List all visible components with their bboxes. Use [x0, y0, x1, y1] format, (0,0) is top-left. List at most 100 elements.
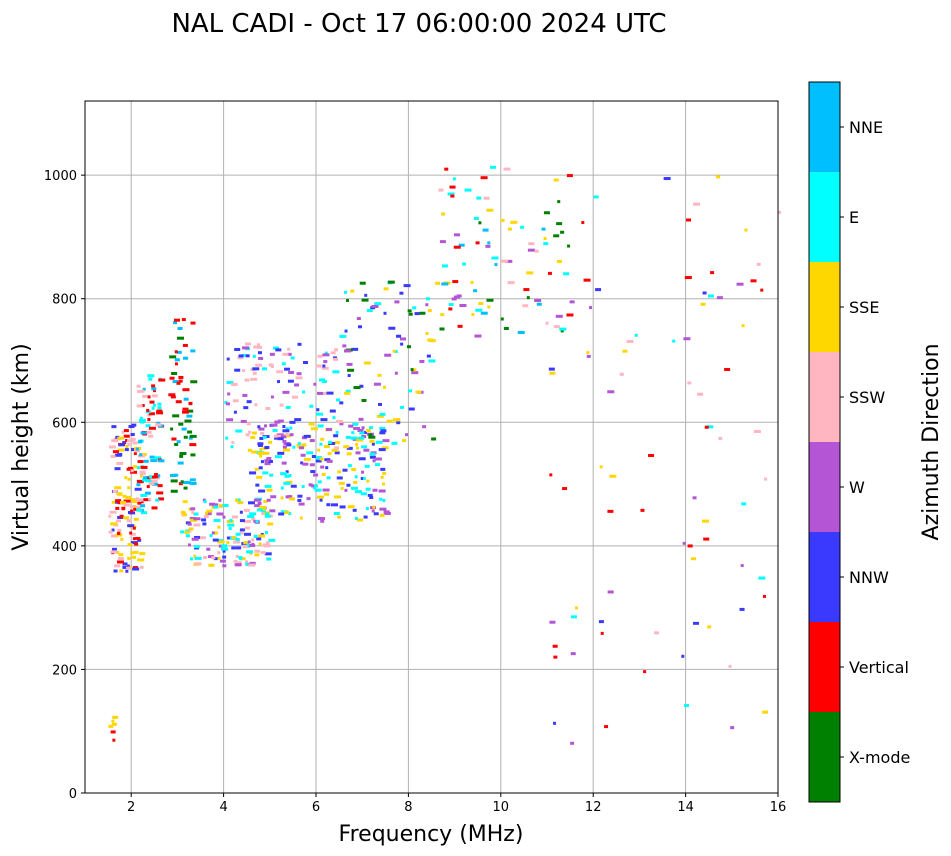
- echo-point: [115, 500, 120, 504]
- echo-point: [172, 321, 177, 325]
- y-tick-label: 0: [69, 787, 77, 802]
- x-tick-label: 16: [770, 800, 787, 815]
- echo-point: [137, 460, 144, 464]
- echo-point: [258, 534, 266, 538]
- echo-point: [315, 364, 322, 368]
- echo-point: [483, 196, 490, 200]
- echo-point: [136, 466, 140, 470]
- echo-point: [366, 479, 370, 483]
- echo-point: [306, 497, 311, 501]
- echo-point: [422, 425, 427, 429]
- echo-point: [258, 466, 263, 470]
- echo-point: [149, 455, 155, 459]
- echo-point: [224, 401, 228, 405]
- echo-point: [707, 625, 712, 629]
- echo-point: [379, 497, 383, 501]
- echo-point: [262, 451, 270, 455]
- echo-point: [425, 331, 429, 335]
- echo-point: [141, 404, 145, 408]
- echo-point: [298, 502, 305, 506]
- echo-point: [268, 440, 273, 444]
- echo-point: [314, 488, 322, 492]
- echo-point: [235, 554, 239, 558]
- echo-point: [170, 395, 176, 399]
- echo-point: [475, 241, 480, 245]
- echo-point: [299, 516, 303, 520]
- echo-point: [704, 425, 709, 429]
- echo-point: [121, 507, 125, 511]
- echo-point: [753, 430, 761, 434]
- echo-point: [334, 495, 342, 499]
- echo-point: [157, 474, 161, 478]
- plot-frame: [84, 100, 779, 794]
- echo-point: [268, 538, 276, 542]
- echo-point: [178, 482, 183, 486]
- colorbar-swatch: [809, 172, 840, 262]
- echo-point: [315, 412, 323, 416]
- echo-point: [183, 513, 188, 517]
- echo-point: [408, 407, 415, 411]
- echo-point: [139, 453, 143, 457]
- echo-point: [382, 385, 386, 389]
- echo-point: [383, 510, 390, 514]
- echo-point: [234, 368, 241, 372]
- echo-point: [338, 481, 345, 485]
- echo-point: [182, 407, 189, 411]
- echo-point: [369, 455, 376, 459]
- echo-point: [345, 435, 351, 439]
- echo-point: [248, 563, 256, 567]
- echo-point: [255, 483, 260, 487]
- echo-point: [175, 400, 182, 404]
- echo-point: [764, 477, 768, 481]
- echo-point: [156, 476, 160, 480]
- echo-point: [320, 519, 325, 523]
- echo-point: [334, 348, 339, 352]
- echo-point: [583, 278, 591, 282]
- echo-point: [189, 443, 197, 447]
- echo-point: [598, 620, 604, 624]
- echo-point: [295, 376, 303, 380]
- echo-point: [126, 564, 130, 568]
- echo-point: [366, 309, 373, 313]
- echo-point: [339, 334, 347, 338]
- echo-point: [190, 380, 198, 384]
- echo-point: [189, 478, 196, 482]
- echo-point: [265, 407, 271, 411]
- echo-point: [440, 313, 445, 317]
- echo-point: [182, 410, 190, 414]
- echo-point: [334, 451, 340, 455]
- echo-point: [243, 406, 249, 410]
- echo-point: [253, 498, 261, 502]
- echo-point: [412, 306, 417, 310]
- echo-point: [127, 477, 131, 481]
- echo-point: [243, 532, 251, 536]
- echo-point: [384, 353, 392, 357]
- x-tick-label: 4: [219, 800, 227, 815]
- echo-point: [279, 435, 287, 439]
- echo-point: [321, 366, 329, 370]
- echo-point: [139, 470, 146, 474]
- echo-point: [522, 304, 529, 308]
- echo-point: [284, 510, 290, 514]
- echo-point: [129, 511, 136, 515]
- echo-point: [452, 280, 459, 284]
- echo-point: [297, 342, 302, 346]
- echo-point: [148, 412, 155, 416]
- echo-point: [299, 446, 305, 450]
- echo-point: [169, 376, 175, 380]
- echo-point: [451, 297, 457, 301]
- echo-point: [117, 528, 122, 532]
- echo-point: [257, 442, 264, 446]
- echo-point: [222, 515, 226, 519]
- echo-point: [253, 345, 261, 349]
- echo-point: [151, 384, 156, 388]
- echo-point: [340, 487, 344, 491]
- echo-point: [345, 298, 349, 302]
- colorbar-label: Azimuth Direction: [919, 343, 944, 540]
- echo-point: [203, 515, 209, 519]
- echo-point: [280, 472, 288, 476]
- echo-point: [692, 621, 699, 625]
- echo-point: [270, 395, 274, 399]
- echo-point: [706, 425, 714, 429]
